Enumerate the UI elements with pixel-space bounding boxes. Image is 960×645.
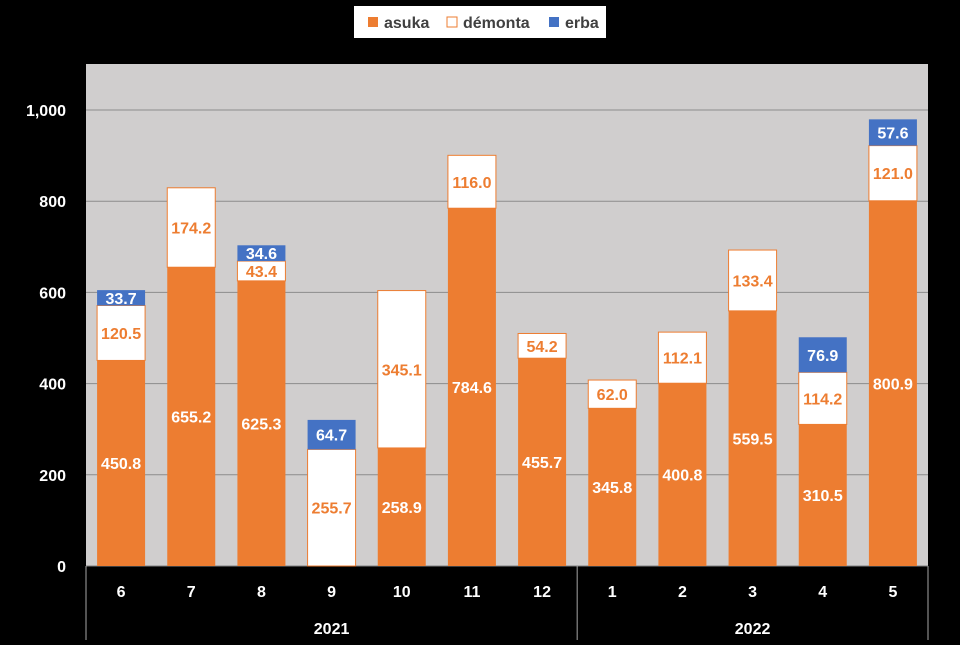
bar-segment-asuka (588, 408, 637, 566)
y-tick-label: 1,000 (26, 103, 66, 120)
bar-segment-démonta (728, 249, 778, 312)
data-label: 112.1 (663, 351, 702, 368)
bar-segment-asuka (728, 310, 777, 566)
plot-area (86, 64, 928, 566)
y-tick-label: 200 (39, 468, 66, 485)
data-label: 345.1 (382, 362, 422, 379)
x-tick-label: 5 (888, 584, 897, 601)
x-tick-label: 7 (187, 584, 196, 601)
bar-segment-erba (307, 419, 356, 450)
data-label: 133.4 (733, 273, 773, 290)
bar-segment-asuka (97, 360, 146, 566)
x-tick-label: 8 (257, 584, 266, 601)
data-label: 255.7 (312, 501, 352, 518)
bar-segment-erba (798, 337, 847, 373)
data-label: 120.5 (101, 326, 141, 343)
data-label: 345.8 (592, 480, 632, 497)
data-label: 258.9 (382, 500, 422, 517)
y-tick-label: 400 (39, 377, 66, 394)
bar-segment-asuka (518, 358, 567, 566)
legend-swatch-démonta (446, 16, 458, 28)
data-label: 62.0 (597, 387, 628, 404)
data-label: 784.6 (452, 380, 492, 397)
x-tick-label: 1 (608, 584, 617, 601)
legend-label-erba: erba (565, 15, 599, 32)
x-tick-label: 9 (327, 584, 336, 601)
bar-segment-démonta (587, 379, 637, 409)
data-label: 54.2 (527, 339, 558, 356)
data-label: 310.5 (803, 488, 843, 505)
data-label: 57.6 (877, 125, 908, 142)
x-group-label: 2022 (735, 621, 771, 638)
x-group-label: 2021 (314, 621, 350, 638)
bar-segment-erba (868, 119, 917, 146)
legend-swatch-erba (549, 17, 559, 27)
x-tick-label: 3 (748, 584, 757, 601)
x-tick-label: 12 (533, 584, 551, 601)
bar-segment-démonta (798, 371, 848, 425)
legend-label-démonta: démonta (463, 15, 530, 32)
data-label: 116.0 (452, 175, 491, 192)
bar-segment-erba (237, 245, 286, 262)
y-tick-label: 800 (39, 194, 66, 211)
bar-segment-démonta (96, 304, 146, 361)
bar-segment-erba (97, 290, 146, 306)
legend-label-asuka: asuka (384, 15, 429, 32)
bar-segment-démonta (447, 154, 497, 209)
x-tick-label: 6 (117, 584, 126, 601)
data-label: 655.2 (171, 410, 211, 427)
data-label: 121.0 (873, 166, 913, 183)
data-label: 450.8 (101, 456, 141, 473)
bar-segment-démonta (517, 332, 567, 359)
bar-segment-asuka (167, 267, 216, 566)
y-tick-label: 0 (57, 559, 66, 576)
data-label: 559.5 (733, 431, 773, 448)
y-tick-label: 600 (39, 285, 66, 302)
data-label: 34.6 (246, 246, 277, 263)
x-tick-label: 10 (393, 584, 411, 601)
bar-segment-asuka (377, 447, 426, 566)
legend-swatch-asuka (368, 17, 378, 27)
data-label: 76.9 (807, 348, 838, 365)
bar-segment-démonta (377, 290, 427, 449)
data-label: 800.9 (873, 376, 913, 393)
bar-segment-asuka (868, 200, 917, 566)
bar-segment-démonta (166, 187, 216, 268)
bar-segment-asuka (658, 383, 707, 566)
bar-segment-démonta (307, 448, 357, 567)
data-label: 625.3 (241, 416, 281, 433)
bar-segment-asuka (447, 208, 496, 566)
x-tick-label: 4 (818, 584, 827, 601)
data-label: 114.2 (803, 391, 842, 408)
bar-segment-démonta (236, 260, 286, 282)
data-label: 43.4 (246, 264, 277, 281)
bar-segment-démonta (657, 331, 707, 384)
data-label: 33.7 (106, 291, 137, 308)
data-label: 174.2 (171, 221, 211, 238)
legend-box (354, 6, 606, 38)
x-tick-label: 2 (678, 584, 687, 601)
bar-segment-asuka (798, 424, 847, 566)
data-label: 400.8 (662, 468, 702, 485)
x-tick-label: 11 (463, 584, 480, 601)
data-label: 455.7 (522, 455, 562, 472)
bar-segment-asuka (237, 280, 286, 566)
data-label: 64.7 (316, 428, 347, 445)
